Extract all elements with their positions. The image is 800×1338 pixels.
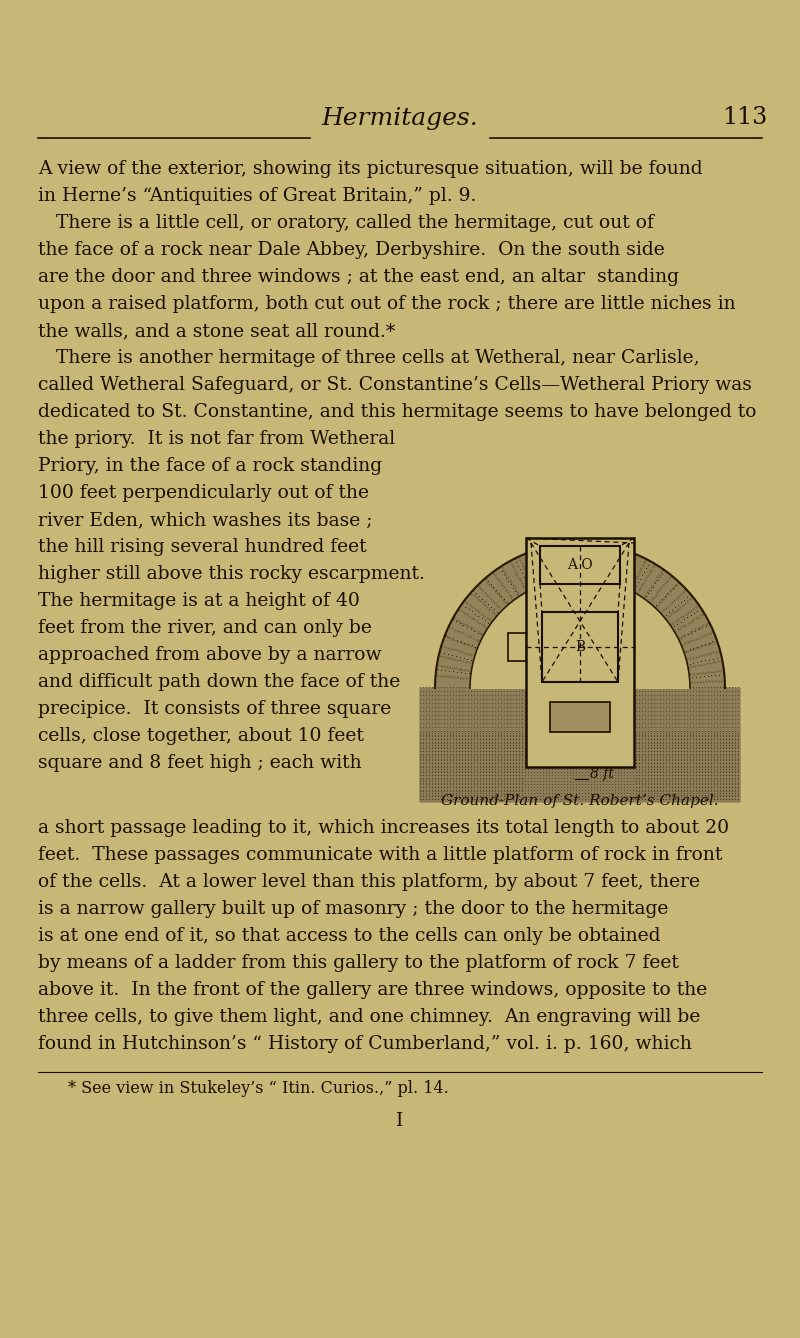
Text: the priory.  It is not far from Wetheral: the priory. It is not far from Wetheral (38, 429, 395, 448)
Text: higher still above this rocky escarpment.: higher still above this rocky escarpment… (38, 565, 425, 583)
Text: called Wetheral Safeguard, or St. Constantine’s Cells—Wetheral Priory was: called Wetheral Safeguard, or St. Consta… (38, 376, 752, 393)
Text: precipice.  It consists of three square: precipice. It consists of three square (38, 700, 391, 719)
Text: dedicated to St. Constantine, and this hermitage seems to have belonged to: dedicated to St. Constantine, and this h… (38, 403, 757, 421)
Bar (542, 611, 618, 682)
Text: The hermitage is at a height of 40: The hermitage is at a height of 40 (38, 591, 360, 610)
Text: 113: 113 (722, 107, 768, 130)
Text: found in Hutchinson’s “ History of Cumberland,” vol. i. p. 160, which: found in Hutchinson’s “ History of Cumbe… (38, 1036, 692, 1053)
Text: river Eden, which washes its base ;: river Eden, which washes its base ; (38, 511, 373, 529)
Bar (420, 688, 740, 801)
Text: by means of a ladder from this gallery to the platform of rock 7 feet: by means of a ladder from this gallery t… (38, 954, 679, 971)
Text: * See view in Stukeley’s “ Itin. Curios.,” pl. 14.: * See view in Stukeley’s “ Itin. Curios.… (68, 1080, 449, 1097)
Text: cells, close together, about 10 feet: cells, close together, about 10 feet (38, 727, 364, 745)
Bar (526, 538, 634, 767)
Text: There is a little cell, or oratory, called the hermitage, cut out of: There is a little cell, or oratory, call… (38, 214, 654, 231)
Text: a short passage leading to it, which increases its total length to about 20: a short passage leading to it, which inc… (38, 819, 729, 838)
Text: are the door and three windows ; at the east end, an altar  standing: are the door and three windows ; at the … (38, 268, 679, 286)
Text: upon a raised platform, both cut out of the rock ; there are little niches in: upon a raised platform, both cut out of … (38, 294, 736, 313)
Text: above it.  In the front of the gallery are three windows, opposite to the: above it. In the front of the gallery ar… (38, 981, 707, 999)
Text: I: I (396, 1112, 404, 1131)
Text: 100 feet perpendicularly out of the: 100 feet perpendicularly out of the (38, 484, 369, 502)
Text: is at one end of it, so that access to the cells can only be obtained: is at one end of it, so that access to t… (38, 927, 661, 945)
Text: feet.  These passages communicate with a little platform of rock in front: feet. These passages communicate with a … (38, 846, 722, 864)
Text: is a narrow gallery built up of masonry ; the door to the hermitage: is a narrow gallery built up of masonry … (38, 900, 668, 918)
Text: There is another hermitage of three cells at Wetheral, near Carlisle,: There is another hermitage of three cell… (38, 349, 700, 367)
Text: feet from the river, and can only be: feet from the river, and can only be (38, 619, 372, 637)
Text: of the cells.  At a lower level than this platform, by about 7 feet, there: of the cells. At a lower level than this… (38, 872, 700, 891)
Text: the walls, and a stone seat all round.*: the walls, and a stone seat all round.* (38, 322, 395, 340)
Text: Hermitages.: Hermitages. (322, 107, 478, 130)
Text: three cells, to give them light, and one chimney.  An engraving will be: three cells, to give them light, and one… (38, 1008, 700, 1026)
Polygon shape (420, 543, 740, 801)
Text: A view of the exterior, showing its picturesque situation, will be found: A view of the exterior, showing its pict… (38, 161, 702, 178)
Text: the hill rising several hundred feet: the hill rising several hundred feet (38, 538, 366, 557)
Text: A O: A O (567, 558, 593, 573)
Text: approached from above by a narrow: approached from above by a narrow (38, 646, 382, 664)
Text: in Herne’s “Antiquities of Great Britain,” pl. 9.: in Herne’s “Antiquities of Great Britain… (38, 187, 476, 205)
Text: and difficult path down the face of the: and difficult path down the face of the (38, 673, 400, 690)
Text: B: B (575, 640, 585, 654)
Text: the face of a rock near Dale Abbey, Derbyshire.  On the south side: the face of a rock near Dale Abbey, Derb… (38, 241, 665, 260)
Bar (540, 546, 620, 583)
Polygon shape (470, 578, 690, 688)
Bar (508, 633, 526, 661)
Bar (550, 702, 610, 732)
Text: Priory, in the face of a rock standing: Priory, in the face of a rock standing (38, 458, 382, 475)
Text: Ground-Plan of St. Robert’s Chapel.: Ground-Plan of St. Robert’s Chapel. (441, 793, 719, 808)
Text: square and 8 feet high ; each with: square and 8 feet high ; each with (38, 755, 362, 772)
Text: 8 ft: 8 ft (590, 767, 614, 781)
